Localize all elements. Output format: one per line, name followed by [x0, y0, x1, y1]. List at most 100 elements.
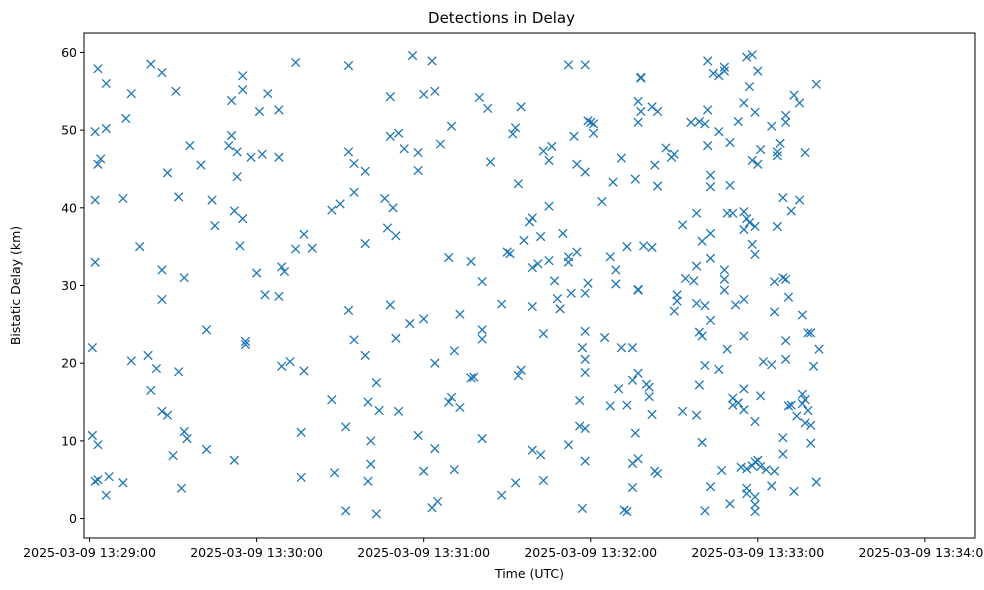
- data-point: [449, 464, 459, 475]
- data-point: [157, 294, 167, 305]
- data-point: [719, 285, 730, 295]
- data-point: [483, 103, 493, 114]
- data-point: [277, 361, 287, 371]
- data-point: [393, 128, 404, 138]
- data-point: [371, 509, 382, 519]
- data-point: [797, 389, 808, 399]
- data-point: [455, 309, 465, 319]
- data-point: [714, 364, 724, 375]
- data-point: [126, 88, 136, 99]
- data-point: [535, 231, 546, 242]
- data-point: [527, 445, 537, 455]
- data-point: [703, 140, 713, 151]
- data-point: [151, 363, 162, 374]
- data-point: [619, 505, 629, 515]
- data-point: [391, 231, 401, 241]
- data-point: [811, 79, 821, 89]
- data-point: [753, 66, 763, 76]
- data-point: [772, 147, 782, 157]
- data-point: [574, 421, 585, 431]
- data-point: [716, 465, 727, 476]
- data-point: [118, 193, 128, 204]
- data-point: [544, 201, 554, 211]
- data-point: [783, 401, 794, 411]
- data-point: [341, 422, 351, 432]
- data-point: [742, 483, 752, 493]
- data-point: [274, 291, 284, 302]
- data-point: [466, 373, 476, 383]
- data-point: [162, 410, 173, 420]
- data-point: [739, 224, 749, 235]
- data-point: [739, 98, 749, 108]
- data-point: [775, 138, 785, 148]
- data-point: [274, 105, 284, 115]
- data-point: [747, 50, 757, 60]
- x-tick-label: 2025-03-09 13:29:00: [23, 545, 156, 560]
- data-point: [232, 172, 242, 182]
- data-point: [583, 116, 593, 126]
- data-point: [806, 438, 816, 448]
- data-point: [168, 450, 178, 461]
- data-point: [794, 98, 805, 108]
- data-points: [87, 50, 824, 519]
- data-point: [583, 278, 593, 288]
- data-point: [580, 456, 590, 466]
- data-point: [90, 195, 100, 205]
- data-point: [750, 499, 760, 510]
- data-point: [697, 331, 707, 341]
- data-point: [413, 430, 423, 441]
- data-point: [742, 464, 752, 474]
- data-point: [157, 265, 167, 275]
- data-point: [797, 310, 808, 320]
- data-point: [399, 144, 409, 154]
- data-point: [90, 476, 100, 486]
- data-point: [705, 228, 716, 239]
- x-tick-label: 2025-03-09 13:32:00: [524, 545, 657, 560]
- data-point: [549, 276, 560, 286]
- data-point: [714, 127, 724, 137]
- data-point: [182, 433, 192, 444]
- data-point: [703, 105, 713, 115]
- data-point: [803, 405, 813, 416]
- data-point: [781, 117, 791, 128]
- data-point: [419, 466, 429, 476]
- data-point: [767, 481, 777, 491]
- data-point: [552, 294, 563, 304]
- data-point: [162, 168, 173, 178]
- data-point: [580, 60, 590, 70]
- data-point: [605, 401, 615, 411]
- data-point: [430, 443, 440, 454]
- data-point: [430, 358, 440, 368]
- data-point: [385, 92, 395, 102]
- data-point: [263, 88, 273, 99]
- data-point: [251, 268, 262, 278]
- data-point: [240, 336, 251, 347]
- data-point: [446, 121, 457, 131]
- data-point: [742, 52, 752, 62]
- data-point: [750, 492, 760, 502]
- data-point: [413, 165, 423, 176]
- data-point: [691, 208, 702, 218]
- data-point: [792, 411, 802, 421]
- data-point: [691, 261, 702, 271]
- data-point: [605, 252, 615, 262]
- data-point: [806, 328, 816, 338]
- data-point: [778, 193, 788, 203]
- data-point: [800, 147, 810, 158]
- y-tick-label: 60: [61, 45, 77, 60]
- data-point: [279, 266, 290, 277]
- data-point: [622, 241, 632, 252]
- data-point: [722, 344, 732, 354]
- data-point: [705, 482, 716, 492]
- data-point: [708, 68, 718, 79]
- data-point: [538, 329, 549, 339]
- data-point: [201, 444, 212, 455]
- data-point: [572, 247, 582, 257]
- data-point: [691, 298, 702, 309]
- data-point: [544, 155, 554, 166]
- data-point: [382, 223, 393, 233]
- data-point: [285, 356, 295, 367]
- data-point: [374, 405, 384, 416]
- data-point: [524, 217, 535, 227]
